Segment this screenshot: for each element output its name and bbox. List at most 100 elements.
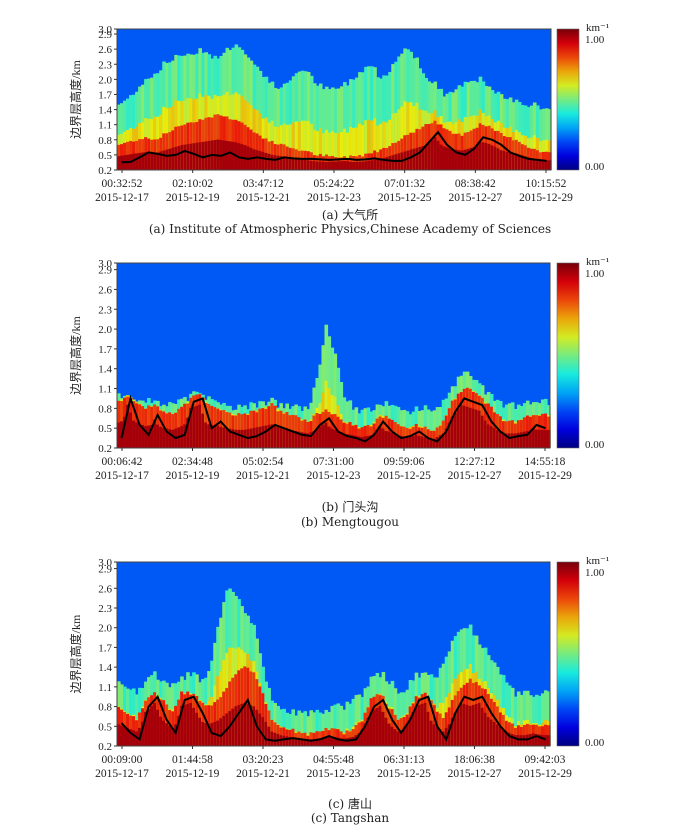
heatmap-cell — [534, 429, 539, 448]
heatmap-cell — [309, 75, 314, 170]
boundary-layer-height-line — [121, 130, 547, 164]
heatmap-cell — [261, 151, 266, 170]
heatmap-cell — [318, 738, 323, 746]
heatmap-cell — [442, 146, 447, 170]
heatmap-cell — [469, 147, 474, 170]
heatmap-cell — [288, 429, 293, 448]
y-tick-label: 1.4 — [98, 364, 112, 376]
x-tick-date: 2015-12-29 — [519, 192, 573, 204]
x-tick-date: 2015-12-23 — [307, 768, 361, 780]
x-tick-time: 18:06:38 — [454, 754, 495, 766]
heatmap-cell — [333, 704, 338, 746]
heatmap-cell — [463, 149, 468, 170]
heatmap-cell — [484, 143, 489, 170]
heatmap-cell — [528, 430, 533, 448]
heatmap-cell — [291, 157, 296, 170]
heatmap-cell — [354, 735, 359, 746]
heatmap-cell — [318, 161, 323, 170]
x-tick-date: 2015-12-17 — [95, 768, 149, 780]
heatmap-cell — [333, 429, 338, 448]
heatmap-cell — [303, 432, 308, 448]
heatmap-cell — [537, 429, 542, 448]
heatmap-cell — [189, 702, 193, 746]
heatmap-cell — [126, 727, 130, 746]
heatmap-cell — [264, 152, 269, 170]
heatmap-cell — [340, 132, 344, 170]
heatmap-cell — [366, 435, 371, 448]
y-tick-label: 1.1 — [98, 384, 112, 396]
heatmap-cell — [525, 690, 530, 746]
heatmap-cell — [258, 151, 263, 170]
heatmap-cell — [433, 137, 438, 170]
heatmap-cell — [219, 426, 223, 448]
heatmap-cell — [261, 717, 265, 746]
heatmap-cell — [216, 425, 220, 448]
heatmap-cell — [309, 732, 314, 746]
heatmap-cell — [267, 726, 271, 746]
heatmap-cell — [355, 127, 359, 170]
heatmap-cell — [537, 695, 542, 746]
heatmap-cell — [429, 411, 434, 448]
heatmap-cell — [372, 709, 377, 746]
heatmap-cell — [459, 702, 464, 746]
heatmap-cell — [231, 708, 235, 746]
heatmap-cell — [475, 145, 480, 170]
heatmap-cell — [150, 424, 154, 448]
y-tick-label: 0.5 — [98, 150, 112, 162]
heatmap-cell — [514, 153, 519, 170]
heatmap-cell — [225, 140, 230, 170]
heatmap-cell — [315, 738, 320, 746]
heatmap-cell — [279, 156, 284, 170]
caption-cn-c: (c) 唐山 — [328, 797, 372, 811]
heatmap-cell — [291, 709, 296, 746]
y-tick-label: 0.5 — [98, 721, 112, 733]
heatmap-cell — [462, 405, 467, 448]
x-tick-time: 00:06:42 — [102, 456, 143, 468]
heatmap-cell — [544, 108, 549, 170]
colorbar-min-label: 0.00 — [585, 737, 605, 749]
heatmap-cell — [135, 422, 139, 448]
y-tick-label: 1.1 — [98, 682, 112, 694]
heatmap-cell — [382, 121, 386, 170]
heatmap-cell — [526, 157, 531, 170]
heatmap-cell — [346, 161, 350, 170]
heatmap-cell — [273, 155, 278, 170]
heatmap-cell — [117, 724, 121, 746]
y-tick-label: 2.0 — [98, 74, 112, 86]
heatmap-cell — [528, 695, 533, 746]
heatmap-cell — [516, 691, 521, 746]
heatmap-cell — [273, 732, 277, 746]
heatmap-cell — [421, 145, 426, 170]
y-tick-label: 1.4 — [98, 662, 112, 674]
heatmap-cell — [354, 695, 359, 746]
heatmap-cell — [210, 424, 214, 448]
heatmap-cell — [297, 121, 302, 170]
heatmap-cell — [228, 428, 232, 448]
heatmap-cell — [388, 156, 392, 170]
heatmap-cell — [327, 736, 332, 746]
heatmap-cell — [132, 153, 136, 170]
heatmap-cell — [355, 161, 359, 170]
y-tick-label: 2.3 — [98, 304, 112, 316]
heatmap-cell — [189, 143, 193, 170]
heatmap-cell — [441, 433, 446, 448]
heatmap-cell — [540, 693, 545, 746]
heatmap-cell — [373, 118, 377, 170]
heatmap-cell — [372, 433, 377, 448]
heatmap-cell — [315, 428, 320, 448]
y-tick-label: 2.9 — [98, 29, 112, 41]
heatmap-cell — [387, 431, 392, 448]
heatmap-cell — [345, 701, 350, 746]
heatmap-cell — [459, 404, 464, 448]
heatmap-cell — [361, 125, 365, 170]
heatmap-cell — [297, 431, 302, 448]
heatmap-cell — [370, 160, 374, 170]
heatmap-cell — [340, 86, 344, 170]
heatmap-cell — [423, 437, 428, 448]
heatmap-cell — [315, 131, 320, 170]
heatmap-cell — [324, 86, 329, 170]
heatmap-cell — [385, 122, 389, 170]
heatmap-cell — [456, 707, 461, 746]
colorbar — [556, 262, 580, 449]
caption-cn-a: (a) 大气所 — [321, 208, 379, 222]
